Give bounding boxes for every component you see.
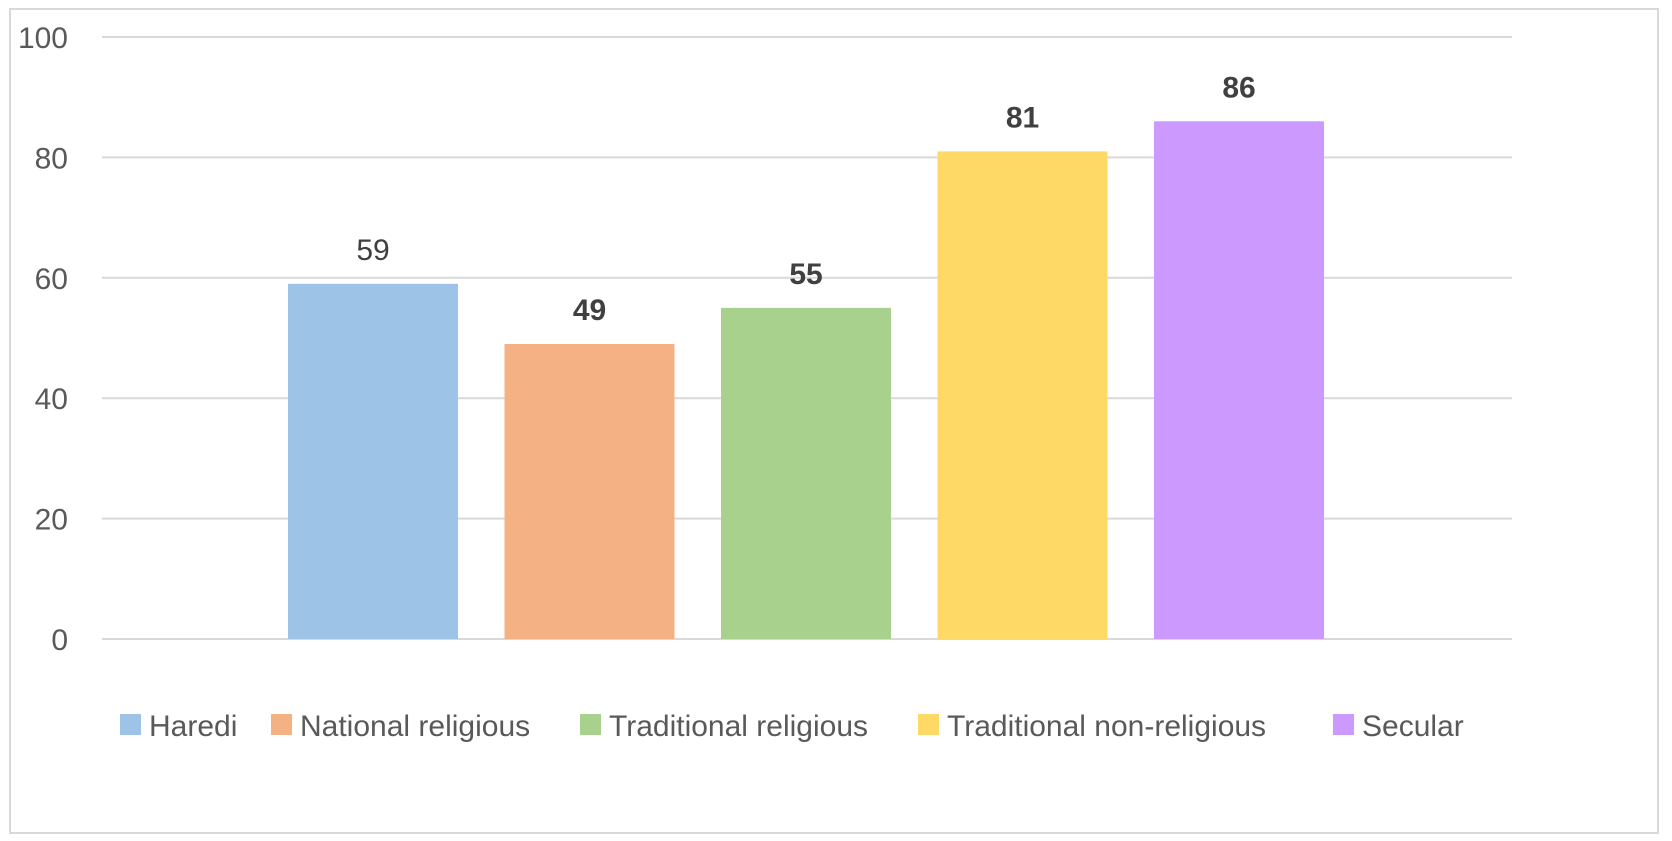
legend-label-secular: Secular [1362,710,1464,743]
bar-traditional-non-religious [937,151,1108,639]
y-tick-label-60: 60 [35,263,68,296]
data-label-secular: 86 [1222,71,1255,104]
legend-swatch-secular [1333,714,1354,735]
y-tick-label-80: 80 [35,142,68,175]
legend-label-national-religious: National religious [300,710,530,743]
y-tick-label-40: 40 [35,383,68,416]
data-label-haredi: 59 [356,234,389,267]
legend: Haredi National religious Traditional reli… [120,710,1464,743]
data-label-traditional-religious: 55 [789,258,822,291]
legend-label-traditional-religious: Traditional religious [609,710,868,743]
y-tick-label-20: 20 [35,504,68,537]
bar-national-religious [504,344,675,639]
y-tick-label-100: 100 [18,22,68,55]
y-tick-label-0: 0 [51,624,68,657]
bar-secular [1154,121,1324,639]
bar-haredi [288,283,458,639]
bar-traditional-religious [721,307,891,639]
bars [288,121,1324,639]
data-labels: 59 49 55 81 86 [356,71,1255,327]
legend-swatch-traditional-religious [580,714,601,735]
legend-swatch-haredi [120,714,141,735]
legend-label-traditional-non-religious: Traditional non-religious [947,710,1266,743]
y-axis-ticks: 0 20 40 60 80 100 [18,22,68,657]
legend-swatch-traditional-non-religious [918,714,939,735]
legend-label-haredi: Haredi [149,710,237,743]
data-label-national-religious: 49 [573,294,606,327]
legend-swatch-national-religious [271,714,292,735]
data-label-traditional-non-religious: 81 [1006,101,1039,134]
